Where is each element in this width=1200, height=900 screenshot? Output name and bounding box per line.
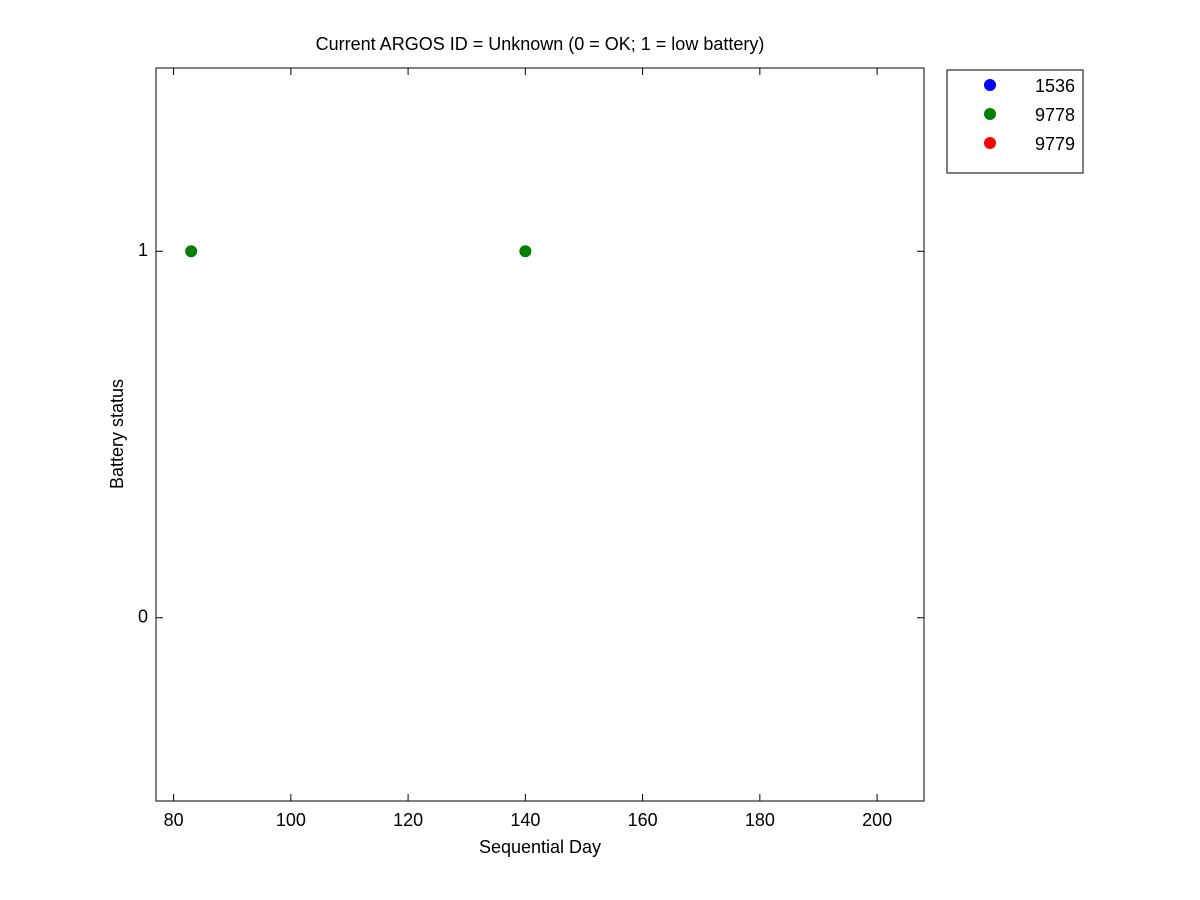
legend-label: 9778: [1035, 105, 1075, 125]
legend-marker: [984, 137, 996, 149]
x-tick-label: 200: [862, 810, 892, 830]
point: [185, 245, 198, 258]
x-tick-label: 80: [164, 810, 184, 830]
x-axis-label: Sequential Day: [479, 837, 601, 857]
x-tick-label: 180: [745, 810, 775, 830]
legend-label: 9779: [1035, 134, 1075, 154]
y-axis-label: Battery status: [107, 379, 127, 489]
legend-label: 1536: [1035, 76, 1075, 96]
x-tick-label: 160: [628, 810, 658, 830]
legend-marker: [984, 79, 996, 91]
plot-area: [155, 67, 925, 802]
y-tick-label: 0: [138, 607, 148, 627]
y-tick-label: 1: [138, 240, 148, 260]
legend-marker: [984, 108, 996, 120]
chart-title: Current ARGOS ID = Unknown (0 = OK; 1 = …: [316, 34, 765, 54]
x-tick-label: 120: [393, 810, 423, 830]
legend-box: [946, 69, 1084, 174]
x-tick-label: 140: [510, 810, 540, 830]
point: [519, 245, 532, 258]
x-tick-label: 100: [276, 810, 306, 830]
